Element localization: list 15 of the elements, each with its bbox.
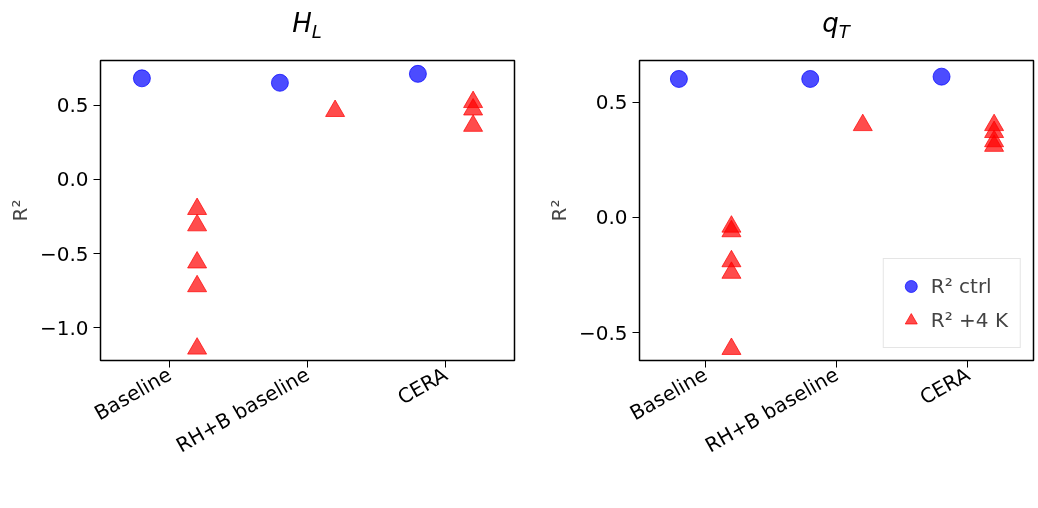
x-tick-label: CERA <box>915 361 975 410</box>
y-tick-label: 0.0 <box>56 167 89 192</box>
y-tick-label: −0.5 <box>39 241 89 266</box>
y-tick-label: 0.5 <box>595 90 628 115</box>
chart-title: H$_{L}$ <box>291 8 323 45</box>
x-tick-label: CERA <box>393 361 452 410</box>
y-tick-label: −0.5 <box>578 320 628 345</box>
y-axis-title: R² <box>546 199 571 222</box>
y-tick-label: 0.5 <box>56 93 89 118</box>
legend-label: R² ctrl <box>930 274 992 298</box>
y-tick-label: 0.0 <box>595 205 628 230</box>
y-axis-title: R² <box>7 199 32 222</box>
y-tick-label: −1.0 <box>39 315 89 340</box>
legend-label: R² +4 K <box>930 308 1008 332</box>
chart-title: q$_{T}$ <box>821 8 852 45</box>
